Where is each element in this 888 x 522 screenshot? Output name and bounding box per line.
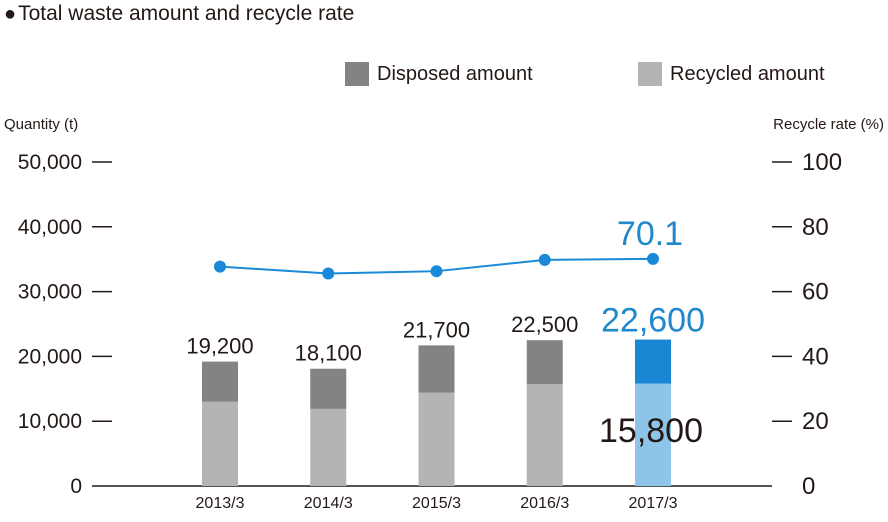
y-axis-title: Quantity (t) bbox=[4, 116, 79, 133]
bar-disposed bbox=[418, 345, 455, 393]
bar-disposed bbox=[310, 368, 347, 409]
x-tick-label: 2013/3 bbox=[196, 495, 245, 512]
x-tick-label: 2017/3 bbox=[629, 495, 678, 512]
title-bullet-icon: ● bbox=[4, 3, 17, 25]
data-label-total: 18,100 bbox=[295, 341, 362, 366]
legend-swatch-recycled bbox=[638, 62, 662, 86]
data-label-total: 21,700 bbox=[403, 317, 470, 342]
y2-tick-label: 20 bbox=[802, 408, 829, 435]
y-tick-label: 20,000 bbox=[18, 345, 82, 368]
bar-recycled bbox=[635, 383, 671, 486]
data-label-rate-highlight: 70.1 bbox=[617, 215, 683, 253]
y2-tick-label: 80 bbox=[802, 214, 829, 241]
bar-disposed bbox=[202, 361, 238, 402]
recycle-rate-point bbox=[322, 267, 335, 280]
y-tick-label: 0 bbox=[70, 475, 82, 498]
y-tick-label: 30,000 bbox=[18, 281, 82, 304]
legend-label-recycled: Recycled amount bbox=[670, 62, 825, 85]
bar-recycled bbox=[310, 408, 347, 486]
data-label-total: 22,500 bbox=[511, 312, 578, 337]
recycle-rate-point bbox=[430, 265, 443, 278]
recycle-rate-point bbox=[538, 253, 551, 266]
bar-disposed bbox=[526, 340, 563, 385]
x-tick-label: 2014/3 bbox=[304, 495, 353, 512]
bar-recycled bbox=[526, 384, 563, 486]
y2-tick-label: 100 bbox=[802, 149, 842, 176]
x-tick-label: 2016/3 bbox=[520, 495, 569, 512]
y-tick-label: 10,000 bbox=[18, 410, 82, 433]
chart-title-text: Total waste amount and recycle rate bbox=[18, 2, 355, 25]
data-label-total-highlight: 22,600 bbox=[601, 302, 705, 340]
data-label-recycled-highlight: 15,800 bbox=[599, 412, 703, 450]
recycle-rate-point bbox=[214, 260, 226, 273]
legend-item-disposed: Disposed amount bbox=[345, 62, 533, 86]
y-tick-label: 40,000 bbox=[18, 216, 82, 239]
data-label-total: 19,200 bbox=[186, 334, 253, 359]
y-tick-label: 50,000 bbox=[18, 151, 82, 174]
x-tick-label: 2015/3 bbox=[412, 495, 461, 512]
y2-axis-title: Recycle rate (%) bbox=[773, 116, 884, 133]
legend-label-disposed: Disposed amount bbox=[377, 62, 533, 85]
legend-item-recycled: Recycled amount bbox=[638, 62, 825, 86]
bar-disposed bbox=[635, 339, 671, 384]
recycle-rate-point bbox=[647, 252, 659, 265]
y2-tick-label: 0 bbox=[802, 473, 815, 500]
bar-recycled bbox=[202, 401, 238, 486]
y2-tick-label: 40 bbox=[802, 343, 829, 370]
y2-tick-label: 60 bbox=[802, 279, 829, 306]
chart-title: ●Total waste amount and recycle rate bbox=[4, 2, 354, 26]
legend-swatch-disposed bbox=[345, 62, 369, 86]
bar-recycled bbox=[418, 392, 455, 486]
